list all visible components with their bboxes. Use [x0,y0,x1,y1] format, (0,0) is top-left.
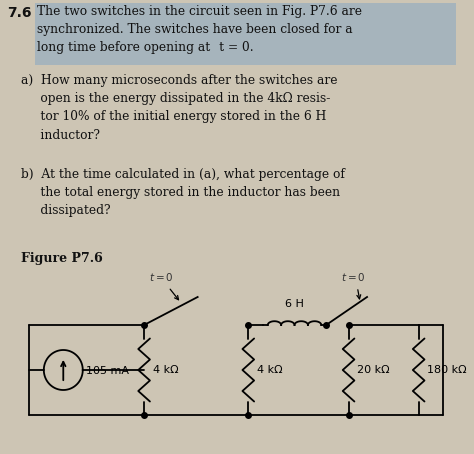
Text: a)  How many microseconds after the switches are
     open is the energy dissipa: a) How many microseconds after the switc… [21,74,338,142]
Text: Figure P7.6: Figure P7.6 [21,252,103,265]
Text: The two switches in the circuit seen in Fig. P7.6 are
synchronized. The switches: The two switches in the circuit seen in … [37,5,362,54]
Text: b)  At the time calculated in (a), what percentage of
     the total energy stor: b) At the time calculated in (a), what p… [21,168,345,217]
Text: 105 mA: 105 mA [86,366,128,376]
Text: 7.6: 7.6 [7,6,31,20]
Text: $t=0$: $t=0$ [149,271,174,283]
FancyBboxPatch shape [35,3,456,65]
Text: 4 kΩ: 4 kΩ [257,365,283,375]
Text: 6 H: 6 H [285,299,304,309]
Text: 20 kΩ: 20 kΩ [357,365,390,375]
Text: $t=0$: $t=0$ [341,271,366,283]
Text: 180 kΩ: 180 kΩ [428,365,467,375]
Text: 4 kΩ: 4 kΩ [153,365,179,375]
